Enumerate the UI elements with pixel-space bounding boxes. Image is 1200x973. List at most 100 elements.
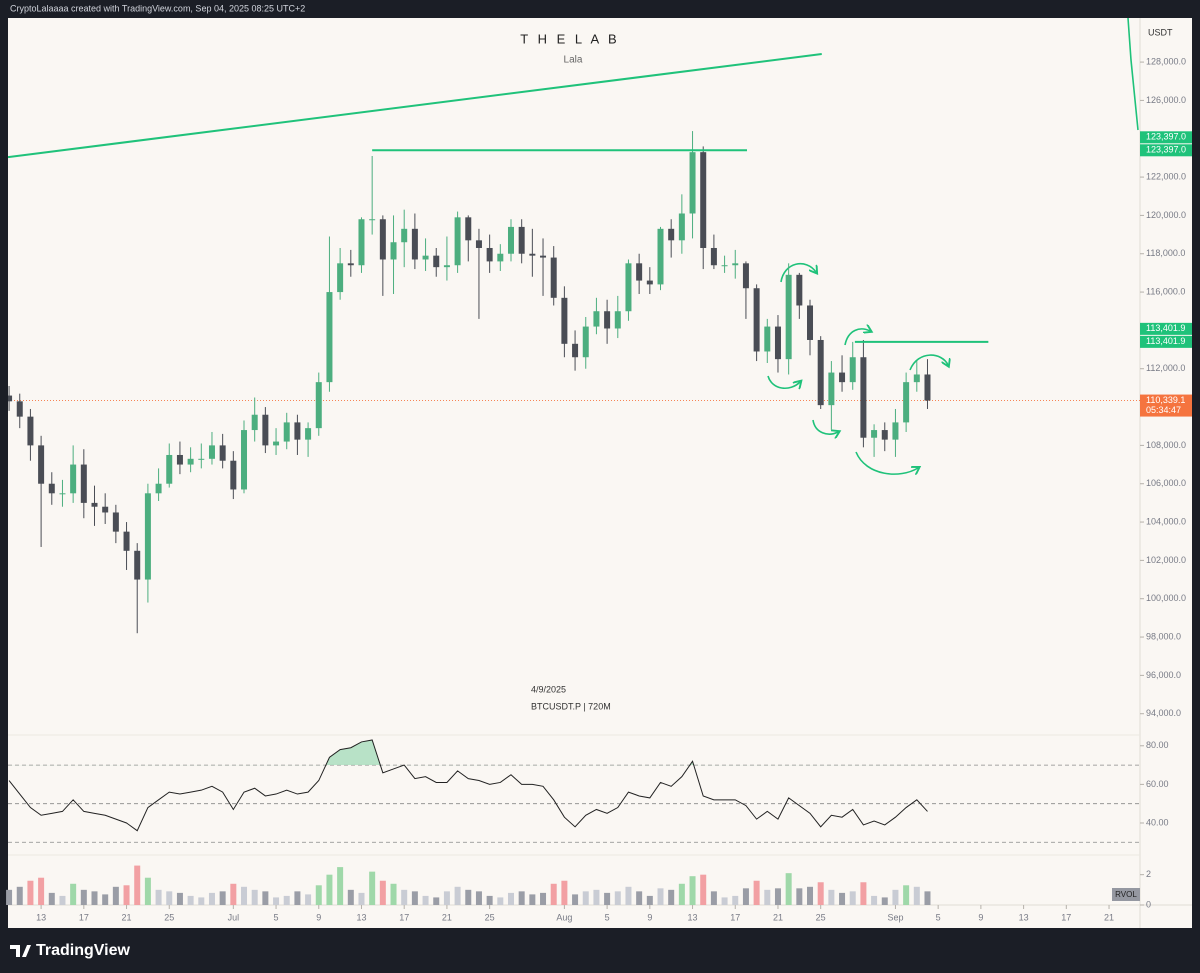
y-tick-label: 126,000.0 — [1146, 95, 1186, 105]
candle-body — [913, 374, 920, 383]
rvol-bar — [230, 883, 237, 905]
candle-body — [80, 464, 87, 503]
y-tick-label: 60.00 — [1146, 779, 1169, 789]
candle-body — [48, 483, 55, 494]
x-tick-label: 25 — [485, 912, 495, 922]
rvol-bar — [614, 891, 621, 905]
rvol-bar — [315, 885, 322, 905]
rvol-bar — [326, 874, 333, 905]
candle-body — [369, 219, 376, 221]
x-tick-label: 5 — [936, 912, 941, 922]
y-tick-label: 118,000.0 — [1146, 248, 1185, 258]
rvol-bar — [561, 880, 568, 905]
y-tick-label: 120,000.0 — [1146, 210, 1186, 220]
rvol-bar — [796, 888, 803, 905]
x-tick-label: 21 — [122, 912, 132, 922]
price-label: 123,397.0 — [1146, 145, 1186, 155]
y-tick-label: 122,000.0 — [1146, 171, 1186, 181]
rvol-bar — [540, 892, 547, 905]
candle-body — [38, 445, 45, 484]
candle-body — [839, 372, 846, 383]
candle-body — [347, 263, 354, 266]
candle-body — [614, 311, 621, 329]
rvol-bar — [251, 889, 258, 905]
rvol-bar — [305, 894, 312, 905]
rvol-bar — [369, 871, 376, 905]
last-price-box — [1140, 394, 1192, 417]
candle-body — [529, 253, 536, 256]
rvol-bar — [433, 897, 440, 905]
candle-body — [828, 372, 835, 406]
candle-body — [411, 228, 418, 260]
rvol-bar — [422, 895, 429, 905]
price-label: 113,401.9 — [1146, 323, 1185, 333]
last-price-label: 110,339.1 — [1146, 395, 1185, 405]
rvol-bar — [710, 891, 717, 905]
x-tick-label: 13 — [356, 912, 366, 922]
annotation-arrows — [767, 262, 948, 474]
candle-body — [742, 263, 749, 289]
rvol-bar — [208, 892, 215, 905]
candle-body — [497, 253, 504, 262]
rvol-bar — [572, 894, 579, 905]
rvol-bar — [903, 885, 910, 905]
candle-body — [753, 288, 760, 352]
candle-body — [326, 292, 333, 383]
candle-body — [561, 297, 568, 344]
x-tick-label: 25 — [816, 912, 826, 922]
rvol-bar — [102, 894, 109, 905]
candle-body — [433, 255, 440, 268]
rvol-bar — [839, 892, 846, 905]
price-label-box — [1140, 335, 1192, 348]
candle-body — [358, 219, 365, 266]
rvol-bar — [443, 891, 450, 905]
x-tick-label: 25 — [164, 912, 174, 922]
rvol-bar — [337, 867, 344, 905]
arrow — [844, 329, 870, 346]
candle-body — [593, 311, 600, 327]
rvol-bar — [593, 889, 600, 905]
rsi-overbought-fill — [325, 740, 694, 766]
candle-body — [315, 382, 322, 429]
rvol-bar — [48, 892, 55, 905]
rvol-bar — [774, 888, 781, 905]
x-tick-label: 21 — [773, 912, 783, 922]
candle-body — [657, 228, 664, 285]
y-tick-label: 102,000.0 — [1146, 555, 1186, 565]
x-tick-label: Aug — [556, 912, 572, 922]
rvol-bar — [604, 892, 611, 905]
y-tick-label: 108,000.0 — [1146, 440, 1186, 450]
y-tick-label: 94,000.0 — [1146, 708, 1181, 718]
rvol-bar — [219, 891, 226, 905]
x-tick-label: 13 — [36, 912, 46, 922]
rsi-line — [8, 739, 928, 832]
candle-body — [475, 240, 482, 248]
rvol-bar — [529, 894, 536, 905]
rvol-bar — [6, 889, 13, 905]
rvol-bar — [262, 891, 269, 905]
currency-label: USDT — [1148, 27, 1173, 37]
chart-background — [8, 18, 1192, 928]
candle-body — [689, 152, 696, 214]
candle-body — [636, 263, 643, 281]
candle-body — [241, 430, 248, 490]
rvol-bar — [732, 895, 739, 905]
candle-body — [678, 213, 685, 241]
rvol-bar — [411, 891, 418, 905]
rvol-bar — [38, 877, 45, 905]
price-label: 123,397.0 — [1146, 132, 1186, 142]
candle-body — [860, 357, 867, 438]
candle-body — [70, 464, 77, 494]
x-tick-label: 17 — [730, 912, 740, 922]
candle-body — [710, 247, 717, 266]
candle-body — [625, 263, 632, 312]
candle-body — [305, 428, 312, 440]
rvol-bar — [636, 891, 643, 905]
info-symbol: BTCUSDT.P | 720M — [531, 701, 611, 711]
rvol-badge — [1112, 888, 1140, 901]
x-tick-label: 9 — [978, 912, 983, 922]
candle-body — [262, 414, 269, 446]
rvol-bar — [187, 895, 194, 905]
rvol-bar — [16, 886, 23, 905]
